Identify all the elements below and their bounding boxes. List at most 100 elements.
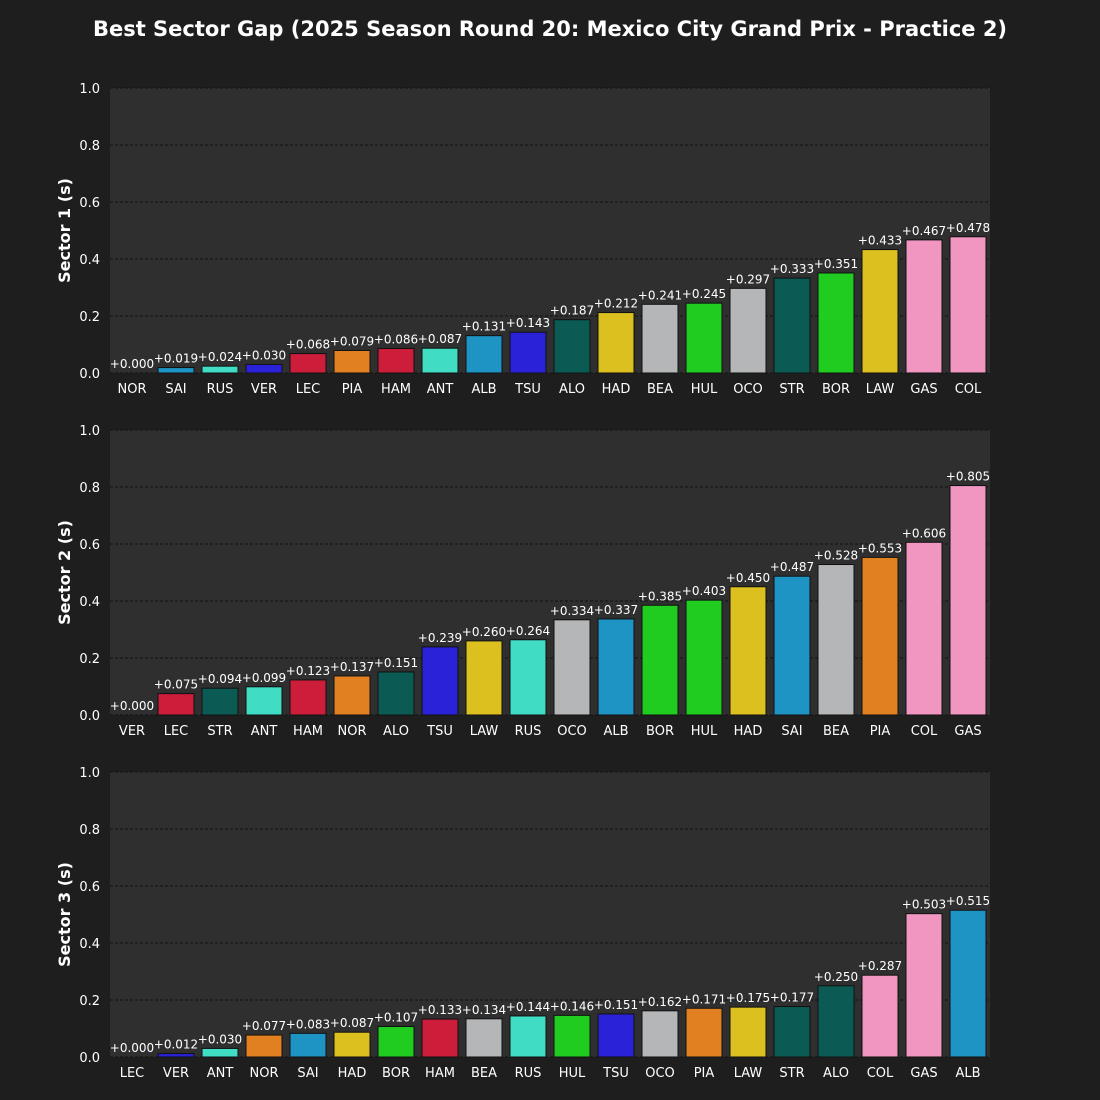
y-tick-label: 0.4 <box>79 595 100 610</box>
x-tick-label: GAS <box>954 724 981 739</box>
x-tick-label: GAS <box>910 1066 937 1081</box>
bar-oco <box>553 619 591 716</box>
data-label: +0.337 <box>594 603 638 617</box>
x-tick-label: COL <box>955 382 982 397</box>
bar-str <box>773 277 811 374</box>
x-tick-label: HAD <box>338 1066 367 1081</box>
x-tick-label: LAW <box>470 724 499 739</box>
data-label: +0.297 <box>726 272 770 286</box>
y-tick-label: 0.6 <box>79 538 100 553</box>
x-tick-label: SAI <box>781 724 802 739</box>
bar-gas <box>905 239 943 374</box>
plot-area <box>110 772 990 1057</box>
data-label: +0.162 <box>638 995 682 1009</box>
bar-bor <box>817 272 855 374</box>
bar-lec <box>157 693 195 716</box>
data-label: +0.030 <box>198 1032 242 1046</box>
bar-law <box>729 1006 767 1058</box>
y-tick-label: 0.8 <box>79 823 100 838</box>
x-tick-label: BOR <box>822 382 850 397</box>
x-tick-label: BOR <box>646 724 674 739</box>
bar-hul <box>553 1014 591 1058</box>
y-tick-label: 0.2 <box>79 652 100 667</box>
y-tick-label: 0.2 <box>79 994 100 1009</box>
x-tick-label: HAM <box>425 1066 455 1081</box>
bar-lec <box>289 353 327 374</box>
data-label: +0.087 <box>330 1016 374 1030</box>
x-tick-label: VER <box>251 382 277 397</box>
data-label: +0.187 <box>550 304 594 318</box>
x-tick-label: LEC <box>296 382 321 397</box>
data-label: +0.212 <box>594 297 638 311</box>
bar-had <box>597 312 635 374</box>
x-tick-label: ALB <box>955 1066 980 1081</box>
bar-oco <box>641 1010 679 1058</box>
bar-bea <box>641 303 679 374</box>
bar-ham <box>421 1018 459 1058</box>
bar-pia <box>333 349 371 374</box>
x-tick-label: ANT <box>207 1066 234 1081</box>
x-tick-label: BOR <box>382 1066 410 1081</box>
x-tick-label: VER <box>163 1066 189 1081</box>
data-label: +0.245 <box>682 287 726 301</box>
bar-hul <box>685 302 723 374</box>
data-label: +0.287 <box>858 959 902 973</box>
data-label: +0.077 <box>242 1019 286 1033</box>
bar-alo <box>817 985 855 1058</box>
x-tick-label: HUL <box>691 724 718 739</box>
data-label: +0.079 <box>330 334 374 348</box>
x-tick-label: TSU <box>602 1066 629 1081</box>
bar-col <box>905 541 943 716</box>
x-tick-label: PIA <box>694 1066 715 1081</box>
x-tick-label: NOR <box>118 382 147 397</box>
data-label: +0.553 <box>858 541 902 555</box>
sector-1-chart: 0.0 0.2 0.4 0.6 0.8 1.0 Sector 1 (s) +0.000 NOR +… <box>55 82 990 397</box>
data-label: +0.144 <box>506 1000 550 1014</box>
x-tick-label: NOR <box>250 1066 279 1081</box>
x-tick-label: VER <box>119 724 145 739</box>
x-tick-label: ALB <box>603 724 628 739</box>
y-tick-label: 0.4 <box>79 253 100 268</box>
bar-alb <box>597 618 635 716</box>
y-tick-label: 0.8 <box>79 139 100 154</box>
x-tick-label: LAW <box>866 382 895 397</box>
x-tick-label: NOR <box>338 724 367 739</box>
bar-nor <box>333 675 371 716</box>
x-tick-label: ALO <box>559 382 585 397</box>
bar-rus <box>201 365 239 374</box>
data-label: +0.403 <box>682 584 726 598</box>
x-tick-label: LAW <box>734 1066 763 1081</box>
data-label: +0.606 <box>902 526 946 540</box>
data-label: +0.099 <box>242 671 286 685</box>
data-label: +0.241 <box>638 288 682 302</box>
data-label: +0.131 <box>462 320 506 334</box>
sector-2-chart: 0.0 0.2 0.4 0.6 0.8 1.0 Sector 2 (s) +0.000 VER +… <box>55 424 990 739</box>
x-tick-label: ANT <box>427 382 454 397</box>
bar-ver <box>245 363 283 374</box>
data-label: +0.264 <box>506 624 550 638</box>
data-label: +0.094 <box>198 672 242 686</box>
x-tick-label: OCO <box>645 1066 675 1081</box>
y-tick-label: 0.4 <box>79 937 100 952</box>
bar-tsu <box>421 646 459 716</box>
x-tick-label: SAI <box>297 1066 318 1081</box>
data-label: +0.385 <box>638 589 682 603</box>
data-label: +0.000 <box>110 357 154 371</box>
bar-law <box>861 249 899 374</box>
data-label: +0.030 <box>242 348 286 362</box>
data-label: +0.151 <box>594 998 638 1012</box>
bar-sai <box>157 367 195 374</box>
bar-ant <box>201 1047 239 1058</box>
bar-ant <box>245 686 283 716</box>
data-label: +0.134 <box>462 1003 506 1017</box>
x-tick-label: COL <box>911 724 938 739</box>
bar-bea <box>817 564 855 716</box>
data-label: +0.467 <box>902 224 946 238</box>
bar-hul <box>685 599 723 716</box>
y-axis-label: Sector 2 (s) <box>55 520 74 625</box>
x-tick-label: TSU <box>514 382 541 397</box>
y-tick-label: 0.0 <box>79 367 100 382</box>
bar-gas <box>949 485 987 716</box>
y-tick-label: 0.0 <box>79 709 100 724</box>
